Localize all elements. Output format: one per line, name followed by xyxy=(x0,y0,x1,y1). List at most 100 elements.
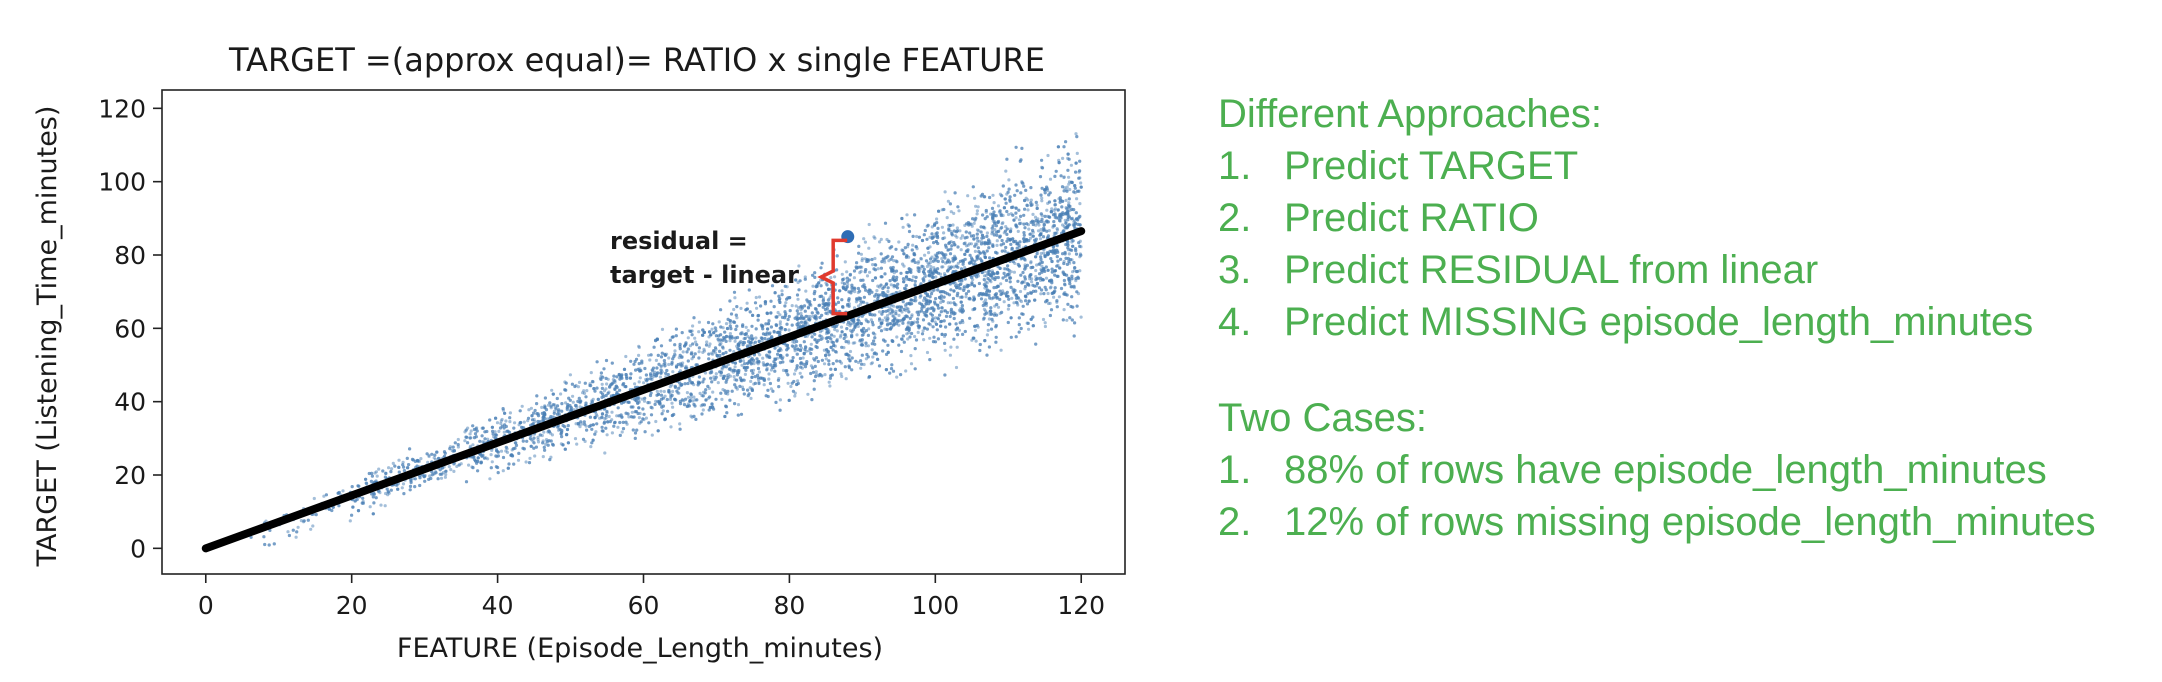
scatter-point xyxy=(749,396,753,400)
scatter-point xyxy=(541,455,545,459)
scatter-point xyxy=(929,257,933,261)
scatter-point xyxy=(686,336,690,340)
scatter-point xyxy=(637,353,641,357)
scatter-point xyxy=(516,458,521,462)
scatter-point xyxy=(1004,225,1008,229)
scatter-point xyxy=(1057,295,1061,299)
scatter-point xyxy=(913,260,917,264)
scatter-point xyxy=(767,372,771,376)
scatter-point xyxy=(693,336,697,340)
scatter-point xyxy=(1017,323,1021,327)
scatter-point xyxy=(669,425,673,429)
scatter-point xyxy=(471,466,475,470)
scatter-point xyxy=(877,310,882,314)
scatter-point xyxy=(794,304,798,308)
scatter-point xyxy=(927,251,931,255)
scatter-point xyxy=(940,257,944,261)
scatter-point xyxy=(930,232,934,236)
scatter-point xyxy=(670,401,674,405)
scatter-point xyxy=(821,305,825,309)
scatter-point xyxy=(681,350,685,354)
scatter-point xyxy=(740,363,744,367)
scatter-point xyxy=(350,513,354,517)
scatter-point xyxy=(589,384,593,388)
scatter-point xyxy=(999,348,1003,352)
scatter-point xyxy=(1068,316,1072,320)
scatter-point xyxy=(286,530,290,534)
scatter-point xyxy=(600,395,604,399)
scatter-point xyxy=(691,324,695,328)
scatter-point xyxy=(491,432,495,436)
scatter-point xyxy=(1074,170,1078,174)
scatter-point xyxy=(716,381,720,385)
scatter-point xyxy=(443,454,447,458)
scatter-point xyxy=(973,196,977,200)
scatter-point xyxy=(765,353,769,357)
scatter-point xyxy=(489,453,493,457)
scatter-point xyxy=(819,284,823,288)
scatter-point xyxy=(1014,216,1018,220)
scatter-point xyxy=(943,348,947,352)
scatter-point xyxy=(680,331,684,335)
scatter-point xyxy=(808,314,812,319)
scatter-point xyxy=(822,362,827,366)
scatter-point xyxy=(727,373,731,377)
scatter-point xyxy=(984,208,988,213)
scatter-point xyxy=(1006,307,1011,311)
scatter-point xyxy=(1038,237,1043,241)
scatter-point xyxy=(963,277,967,281)
scatter-point xyxy=(767,377,771,381)
scatter-point xyxy=(370,471,374,475)
scatter-point xyxy=(584,395,588,399)
scatter-point xyxy=(486,457,490,461)
scatter-point xyxy=(550,388,554,392)
scatter-point xyxy=(521,439,525,443)
scatter-point xyxy=(571,394,575,398)
scatter-point xyxy=(653,402,657,406)
scatter-point xyxy=(618,433,622,437)
scatter-point xyxy=(778,320,783,324)
scatter-point xyxy=(590,441,594,445)
scatter-point xyxy=(1023,275,1027,279)
scatter-point xyxy=(1067,175,1071,179)
scatter-point xyxy=(825,283,829,287)
scatter-point xyxy=(802,304,807,308)
scatter-point xyxy=(449,468,453,472)
scatter-point xyxy=(706,320,711,325)
scatter-point xyxy=(1072,284,1076,288)
scatter-point xyxy=(996,305,1001,309)
scatter-point xyxy=(753,340,758,344)
scatter-point xyxy=(741,359,746,363)
scatter-point xyxy=(1023,267,1027,271)
scatter-point xyxy=(915,234,919,239)
scatter-point xyxy=(638,376,642,380)
scatter-point xyxy=(724,322,729,326)
scatter-point xyxy=(714,329,718,333)
scatter-point xyxy=(538,433,542,437)
scatter-point xyxy=(781,368,786,372)
scatter-point xyxy=(952,337,956,341)
scatter-point xyxy=(867,327,871,331)
scatter-point xyxy=(858,271,862,275)
scatter-point xyxy=(801,356,805,360)
scatter-point xyxy=(1033,215,1038,219)
scatter-point xyxy=(1055,228,1060,232)
scatter-point xyxy=(504,419,508,423)
scatter-point xyxy=(1074,132,1078,136)
scatter-point xyxy=(799,311,803,315)
scatter-point xyxy=(433,453,437,457)
scatter-point xyxy=(884,283,888,287)
scatter-point xyxy=(647,353,651,357)
scatter-point xyxy=(1029,260,1033,264)
scatter-point xyxy=(719,325,723,329)
scatter-point xyxy=(978,348,982,353)
scatter-point xyxy=(671,389,675,394)
scatter-point xyxy=(1036,229,1041,233)
scatter-point xyxy=(769,368,774,372)
scatter-point xyxy=(579,420,583,424)
scatter-point xyxy=(1008,195,1012,199)
scatter-point xyxy=(923,253,927,257)
scatter-point xyxy=(675,389,679,393)
scatter-point xyxy=(916,330,920,334)
scatter-point xyxy=(656,353,660,357)
